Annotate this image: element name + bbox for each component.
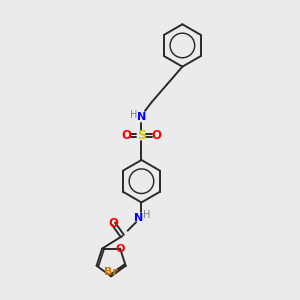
Text: O: O	[109, 217, 118, 230]
Text: N: N	[137, 112, 146, 122]
Text: H: H	[143, 210, 150, 220]
Text: N: N	[134, 213, 143, 223]
Text: O: O	[121, 129, 131, 142]
Text: S: S	[137, 129, 146, 142]
Text: Br: Br	[104, 267, 118, 277]
Text: H: H	[130, 110, 137, 120]
Text: O: O	[116, 244, 125, 254]
Text: O: O	[152, 129, 162, 142]
